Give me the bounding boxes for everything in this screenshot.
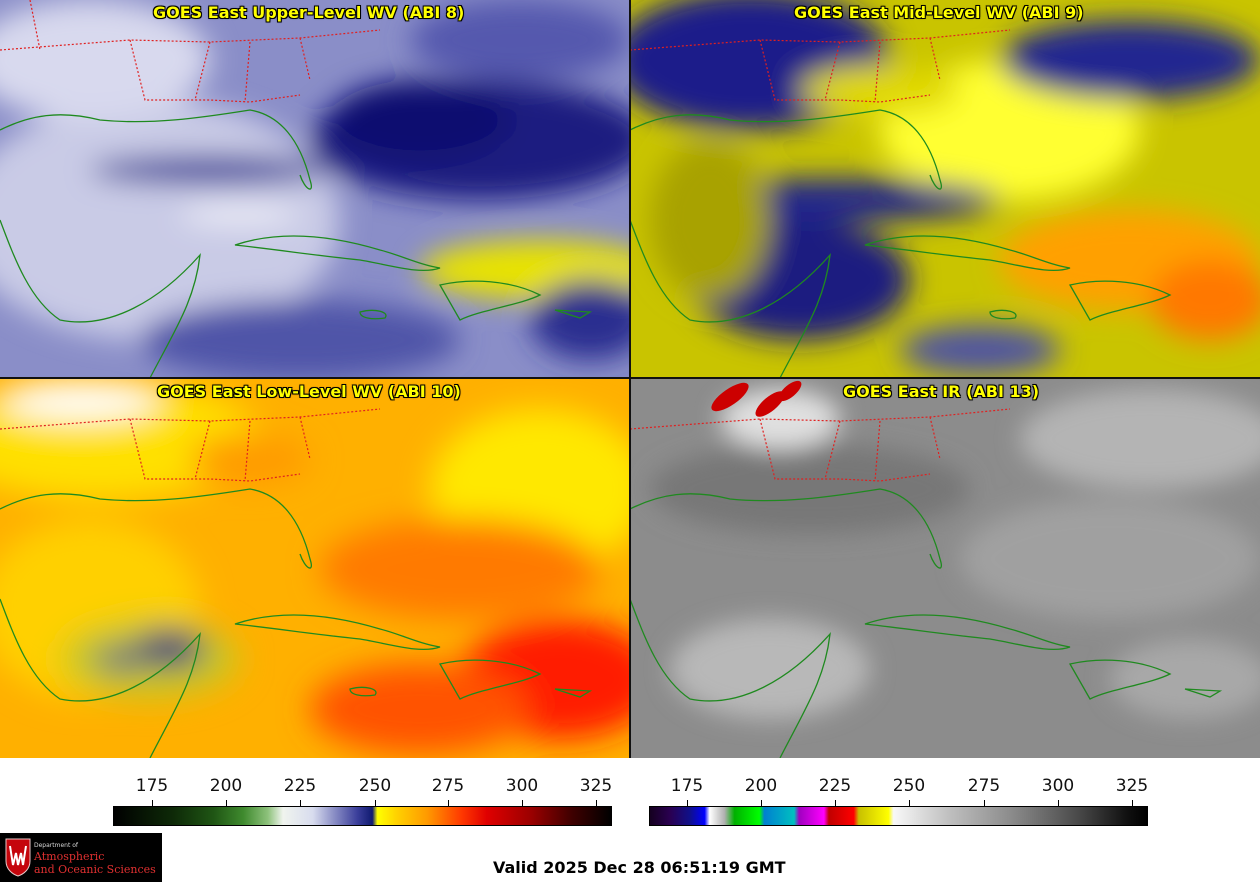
low-level-wv-panel: GOES East Low-Level WV (ABI 10) <box>0 379 630 758</box>
panel-title: GOES East Mid-Level WV (ABI 9) <box>794 3 1084 22</box>
aos-logo: Department of Atmospheric and Oceanic Sc… <box>0 833 162 882</box>
panel-title: GOES East Low-Level WV (ABI 10) <box>157 382 461 401</box>
logo-line-1: Atmospheric <box>34 850 105 863</box>
ir-tick-mark <box>909 800 910 806</box>
wv-tick-label: 275 <box>431 776 465 796</box>
upper-level-wv-image <box>0 0 630 378</box>
wv-tick-label: 325 <box>579 776 613 796</box>
low-level-wv-image <box>0 379 630 758</box>
ir-tick-label: 300 <box>1041 776 1075 796</box>
wv-tick-label: 175 <box>135 776 169 796</box>
wv-tick-mark <box>448 800 449 806</box>
mid-level-wv-image <box>630 0 1260 378</box>
ir-tick-mark <box>761 800 762 806</box>
wv-tick-mark <box>596 800 597 806</box>
logo-line-2: and Oceanic Sciences <box>34 863 156 876</box>
wv-tick-mark <box>300 800 301 806</box>
wv-tick-mark <box>226 800 227 806</box>
ir-tick-label: 275 <box>967 776 1001 796</box>
ir-tick-label: 325 <box>1115 776 1149 796</box>
wv-tick-label: 225 <box>283 776 317 796</box>
ir-panel: GOES East IR (ABI 13) <box>630 379 1260 758</box>
university-seal-icon <box>5 838 31 877</box>
panel-divider-vertical <box>629 0 631 758</box>
ir-image <box>630 379 1260 758</box>
wv-tick-mark <box>152 800 153 806</box>
ir-tick-label: 200 <box>744 776 778 796</box>
valid-time-text: Valid 2025 Dec 28 06:51:19 GMT <box>493 858 786 877</box>
ir-tick-label: 175 <box>670 776 704 796</box>
ir-tick-mark <box>984 800 985 806</box>
ir-colorbar <box>649 806 1148 826</box>
ir-tick-label: 250 <box>892 776 926 796</box>
ir-tick-mark <box>835 800 836 806</box>
wv-tick-label: 250 <box>358 776 392 796</box>
upper-level-wv-panel: GOES East Upper-Level WV (ABI 8) <box>0 0 630 378</box>
logo-dept-text: Department of <box>34 842 78 849</box>
wv-tick-mark <box>522 800 523 806</box>
panel-divider-horizontal <box>0 377 1260 379</box>
panel-title: GOES East IR (ABI 13) <box>843 382 1040 401</box>
panel-title: GOES East Upper-Level WV (ABI 8) <box>153 3 465 22</box>
wv-colorbar <box>113 806 612 826</box>
ir-tick-mark <box>687 800 688 806</box>
ir-tick-mark <box>1058 800 1059 806</box>
wv-tick-label: 300 <box>505 776 539 796</box>
ir-tick-label: 225 <box>818 776 852 796</box>
wv-tick-label: 200 <box>209 776 243 796</box>
mid-level-wv-panel: GOES East Mid-Level WV (ABI 9) <box>630 0 1260 378</box>
ir-tick-mark <box>1132 800 1133 806</box>
wv-tick-mark <box>375 800 376 806</box>
